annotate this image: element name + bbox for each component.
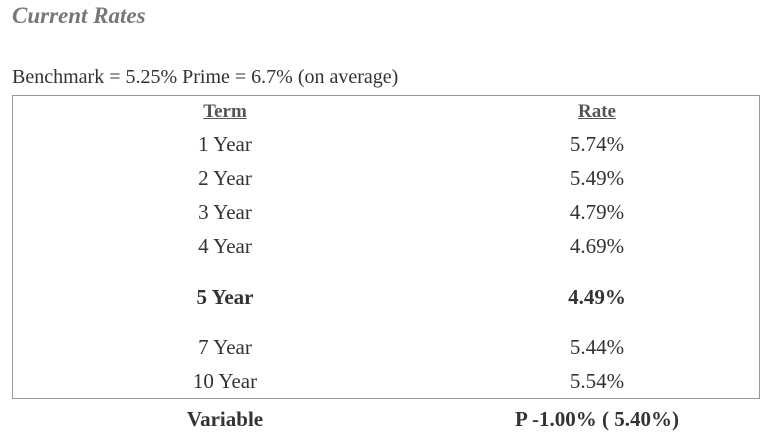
table-cell: 5 Year [196,285,254,309]
table-cell: 2 Year [198,166,252,190]
table-cell: 3 Year [198,200,252,224]
footer-cell: Variable [186,407,264,431]
title: Current Rates [12,3,146,28]
table-cell: 4.79% [569,200,625,224]
table-cell: 4.49% [568,285,626,309]
table-cell: 4.69% [569,234,625,258]
table-cell: 5.54% [569,369,625,393]
table-cell: 4 Year [198,234,252,258]
table-cell: 5.44% [569,335,625,359]
table-cell: 7 Year [198,335,252,359]
subtitle: Benchmark = 5.25% Prime = 6.7% (on avera… [12,66,399,88]
column-header: Term [203,101,247,122]
column-header: Rate [578,101,616,122]
table-cell: 5.49% [569,166,625,190]
footer-cell: P -1.00% ( 5.40%) [515,407,679,431]
table-cell: 1 Year [198,132,252,156]
table-border [12,95,760,399]
table-cell: 10 Year [192,369,258,393]
table-cell: 5.74% [569,132,625,156]
